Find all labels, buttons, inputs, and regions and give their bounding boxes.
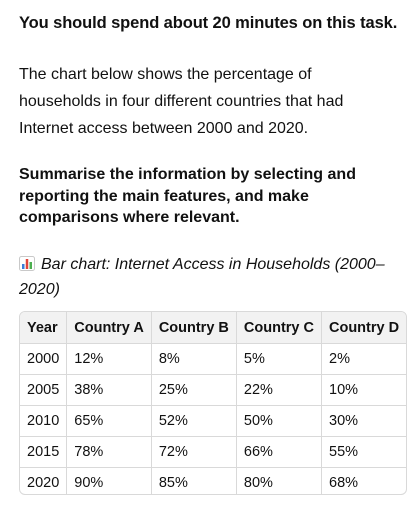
table-cell: 52% (151, 405, 237, 437)
table-cell: 2020 (20, 467, 68, 494)
table-row: 2000 12% 8% 5% 2% (20, 343, 406, 375)
table-cell: 22% (236, 374, 323, 406)
intro-line: Internet access between 2000 and 2020. (19, 120, 309, 137)
table-cell: 2% (321, 343, 406, 375)
intro-line: households in four different countries t… (19, 93, 344, 110)
table-cell: 85% (151, 467, 237, 494)
table-cell: 30% (321, 405, 406, 437)
table-cell: 68% (329, 475, 359, 491)
intro-line: The chart below shows the percentage of (19, 66, 312, 83)
table-row: 2010 65% 52% 50% 30% (20, 405, 406, 437)
task-intro: The chart below shows the percentage of … (19, 61, 405, 142)
task-heading: You should spend about 20 minutes on thi… (19, 14, 398, 32)
bar-chart-icon-graphic (19, 256, 35, 271)
table-cell: 65% (66, 405, 152, 437)
table-cell: 8% (151, 343, 237, 375)
table-cell: 2015 (20, 436, 68, 468)
table-cell: 50% (236, 405, 323, 437)
table-cell: 5% (236, 343, 323, 375)
table-cell: 78% (66, 436, 152, 468)
table-cell: 90% (66, 467, 152, 494)
data-table-container: Year Country A Country B Country C Count… (19, 311, 407, 495)
bar-chart-icon (19, 254, 35, 271)
instruction-line: reporting the main features, and make (19, 187, 309, 205)
column-header-year: Year (20, 312, 68, 344)
table-cell: 10% (321, 374, 406, 406)
task-instruction: Summarise the information by selecting a… (19, 164, 405, 229)
table-cell: 2010 (20, 405, 68, 437)
table-cell: 55% (321, 436, 406, 468)
chart-caption-text: Bar chart: Internet Access in Households… (41, 256, 385, 273)
column-header-country-d: Country D (321, 312, 406, 344)
table-row: 2015 78% 72% 66% 55% (20, 436, 406, 468)
table-cell: 2005 (20, 374, 68, 406)
column-header-country-c: Country C (236, 312, 323, 344)
data-table: Year Country A Country B Country C Count… (20, 312, 406, 494)
table-row: 2005 38% 25% 22% 10% (20, 374, 406, 406)
instruction-line: comparisons where relevant. (19, 209, 240, 226)
instruction-line: Summarise the information by selecting a… (19, 166, 356, 183)
chart-caption: Bar chart: Internet Access in Households… (19, 252, 405, 302)
table-cell: 66% (236, 436, 323, 468)
table-cell: 38% (66, 374, 152, 406)
chart-caption-text: 2020) (19, 281, 60, 298)
table-cell: 72% (151, 436, 237, 468)
table-row: 2020 90% 85% 80% 68% (20, 467, 406, 494)
table-cell: 25% (151, 374, 237, 406)
table-cell: 80% (236, 467, 323, 494)
column-header-country-a: Country A (66, 312, 152, 344)
table-cell: 2000 (20, 343, 68, 375)
table-cell: 12% (66, 343, 152, 375)
table-header-row: Year Country A Country B Country C Count… (20, 312, 406, 344)
column-header-country-b: Country B (151, 312, 237, 344)
